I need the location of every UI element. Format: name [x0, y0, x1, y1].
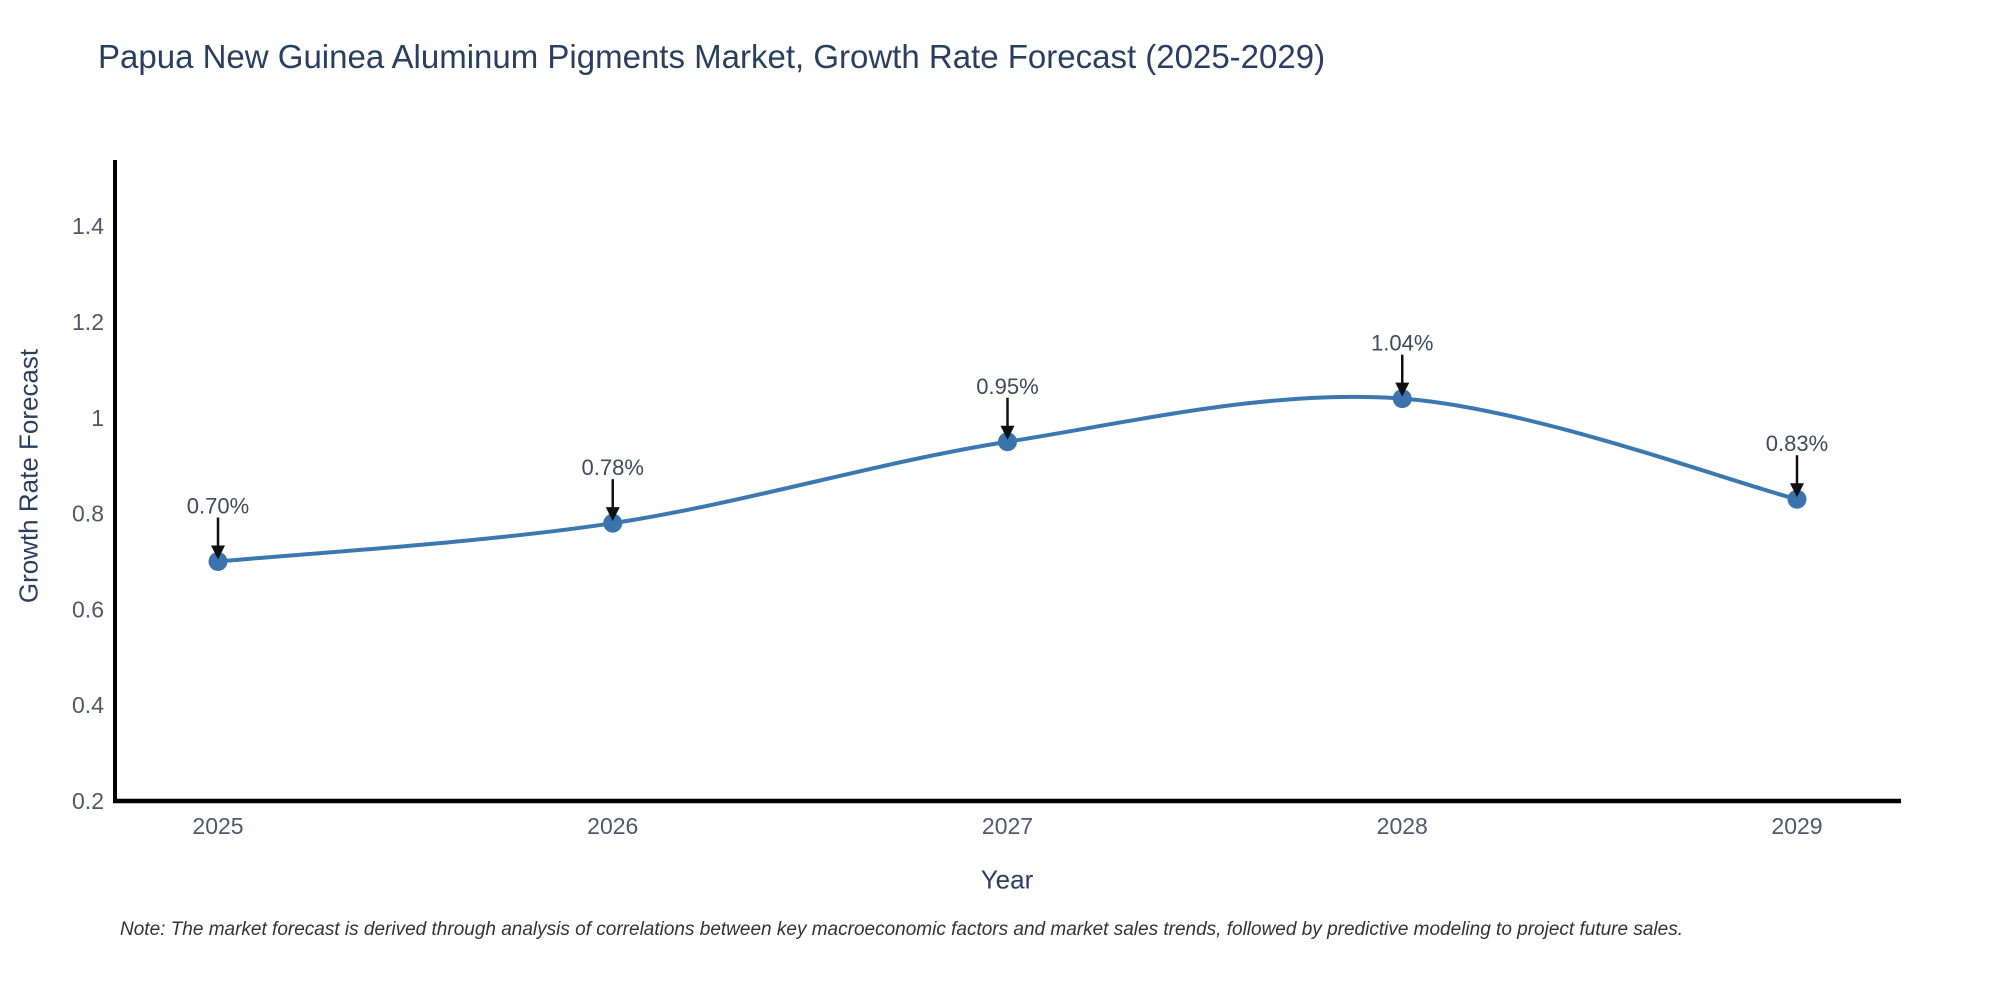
- y-tick-label: 0.8: [72, 501, 104, 527]
- x-axis-title: Year: [980, 864, 1034, 895]
- data-point-marker[interactable]: [208, 552, 228, 571]
- y-tick-label: 1.4: [72, 213, 104, 239]
- data-point-label: 0.95%: [976, 374, 1038, 399]
- y-tick-label: 0.6: [72, 596, 104, 622]
- chart-title: Papua New Guinea Aluminum Pigments Marke…: [98, 38, 1326, 75]
- x-tick-label: 2026: [587, 813, 638, 839]
- data-point-marker[interactable]: [1787, 489, 1807, 509]
- x-tick-label: 2029: [1771, 813, 1822, 839]
- annotation-arrowhead-icon: [1000, 425, 1015, 440]
- annotation-arrowhead-icon: [211, 545, 225, 560]
- x-tick-label: 2027: [982, 813, 1033, 839]
- annotation-arrowhead-icon: [1790, 483, 1804, 498]
- data-point-label: 0.78%: [582, 455, 644, 480]
- data-point-marker[interactable]: [1392, 389, 1412, 409]
- data-point-marker[interactable]: [603, 513, 623, 533]
- data-point-label: 0.70%: [187, 494, 249, 519]
- x-tick-label: 2028: [1377, 813, 1428, 839]
- y-tick-label: 1: [91, 405, 104, 431]
- data-point-marker[interactable]: [998, 432, 1017, 452]
- annotation-arrowhead-icon: [605, 507, 620, 522]
- footnote: Note: The market forecast is derived thr…: [120, 919, 1683, 940]
- data-point-label: 1.04%: [1371, 331, 1433, 356]
- x-tick-label: 2025: [192, 813, 243, 839]
- annotation-arrowhead-icon: [1395, 382, 1410, 397]
- y-tick-label: 0.2: [72, 788, 104, 814]
- data-point-label: 0.83%: [1766, 431, 1828, 456]
- y-tick-label: 1.2: [72, 309, 104, 335]
- y-tick-label: 0.4: [72, 692, 104, 718]
